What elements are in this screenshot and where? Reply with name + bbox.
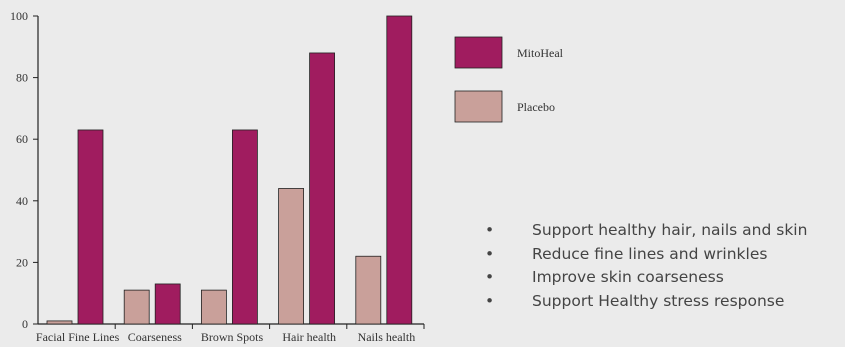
legend-swatch xyxy=(454,36,503,69)
bar-placebo xyxy=(278,188,305,325)
y-tick-label: 80 xyxy=(16,71,28,85)
y-tick-label: 20 xyxy=(16,255,28,269)
chart-bars xyxy=(46,15,413,325)
benefit-item: Reduce fine lines and wrinkles xyxy=(482,243,807,267)
bar-mitoheal xyxy=(386,15,413,325)
bar-mitoheal xyxy=(231,129,258,325)
bar-placebo xyxy=(46,320,73,325)
y-tick-label: 40 xyxy=(16,194,28,208)
legend-label: Placebo xyxy=(517,100,555,114)
chart-axes: 0 20 40 60 80 100 Facial Fine Lines Coarseness B… xyxy=(10,9,425,344)
x-category-label: Brown Spots xyxy=(201,330,264,344)
y-tick-label: 100 xyxy=(10,9,28,23)
y-tick-label: 0 xyxy=(22,317,28,331)
chart-legend: MitoHeal Placebo xyxy=(454,36,564,123)
bar-placebo xyxy=(355,255,382,325)
legend-label: MitoHeal xyxy=(517,46,564,60)
benefits-list: Support healthy hair, nails and skin Red… xyxy=(482,219,807,313)
x-category-label: Nails health xyxy=(358,330,416,344)
x-category-label: Coarseness xyxy=(128,330,182,344)
bar-placebo xyxy=(200,289,227,325)
benefit-item: Improve skin coarseness xyxy=(482,266,807,290)
legend-swatch xyxy=(454,90,503,123)
bar-mitoheal xyxy=(154,283,181,325)
x-category-label: Hair health xyxy=(282,330,336,344)
bar-mitoheal xyxy=(77,129,104,325)
benefit-item: Support healthy hair, nails and skin xyxy=(482,219,807,243)
x-category-label: Facial Fine Lines xyxy=(36,330,120,344)
y-tick-label: 60 xyxy=(16,132,28,146)
bar-placebo xyxy=(123,289,150,325)
bar-mitoheal xyxy=(309,52,336,325)
benefit-item: Support Healthy stress response xyxy=(482,290,807,314)
